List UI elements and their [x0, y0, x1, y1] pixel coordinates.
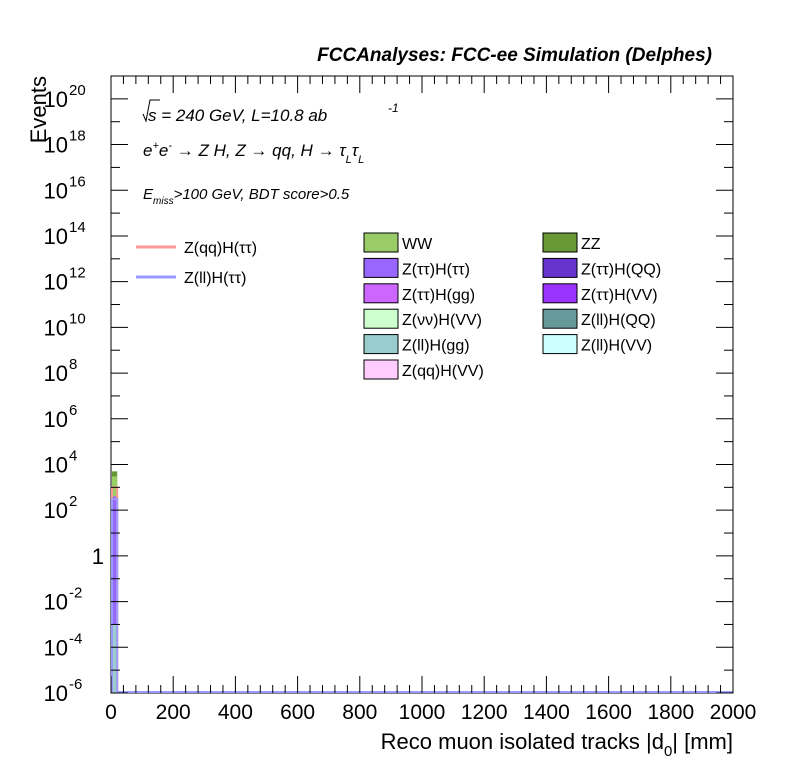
legend-label: Z(ll)H(gg)	[402, 338, 470, 355]
x-tick-label: 0	[105, 701, 117, 724]
y-tick-exponent: 4	[69, 447, 77, 464]
legend-swatch	[542, 283, 578, 304]
legend-swatch	[363, 334, 399, 355]
hist-bar	[112, 496, 118, 693]
y-tick-base: 10	[44, 87, 68, 112]
legend-swatch	[542, 334, 578, 355]
y-tick-label: 10 8	[44, 356, 78, 386]
y-axis-title: Events	[26, 76, 51, 143]
y-tick-base: 10	[44, 224, 68, 249]
y-tick-base: 10	[44, 590, 68, 615]
y-tick-exponent: -4	[69, 630, 82, 647]
legend-label: WW	[402, 236, 433, 253]
y-tick-exponent: 6	[69, 402, 77, 419]
y-tick-label: 10 16	[44, 173, 86, 203]
y-tick-exponent: 12	[69, 265, 86, 282]
annotation-energy-lumi: s = 240 GeV, L=10.8 ab -1	[142, 99, 399, 125]
y-tick-base: 10	[44, 407, 68, 432]
y-tick-base: 10	[44, 635, 68, 660]
legend-label: ZZ	[581, 236, 601, 253]
y-tick-label: 10 12	[44, 265, 86, 295]
y-tick-label: 10 14	[44, 219, 86, 249]
y-tick-base: 10	[44, 270, 68, 295]
y-tick-exponent: -6	[69, 676, 82, 693]
y-tick-exponent: 8	[69, 356, 77, 373]
svg-text:s = 240 GeV, L=10.8 ab: s = 240 GeV, L=10.8 ab	[148, 106, 327, 125]
legend-label: Z(νν)H(VV)	[402, 312, 482, 329]
legend: Z(qq)H(ττ) Z(ll)H(ττ) WW ZZ Z(ττ)H(ττ) Z(ττ)H…	[136, 232, 661, 380]
legend-swatch	[363, 359, 399, 380]
x-tick-label: 1600	[585, 701, 632, 724]
x-tick-label: 1000	[399, 701, 446, 724]
x-tick-label: 600	[280, 701, 315, 724]
y-tick-label: 10 18	[44, 128, 86, 158]
x-tick-label: 1400	[523, 701, 570, 724]
legend-swatch	[542, 257, 578, 278]
x-tick-label: 1800	[647, 701, 694, 724]
legend-label: Z(ττ)H(ττ)	[402, 261, 470, 278]
y-tick-exponent: 18	[69, 128, 86, 145]
y-tick-base: 10	[44, 133, 68, 158]
legend-label: Z(ττ)H(QQ)	[581, 261, 661, 278]
y-tick-label: 10 10	[44, 310, 86, 340]
y-tick-base: 10	[44, 315, 68, 340]
histogram-bars	[112, 471, 118, 693]
y-tick-base: 10	[44, 178, 68, 203]
legend-swatch	[363, 283, 399, 304]
legend-signal-label: Z(ll)H(ττ)	[184, 270, 246, 287]
legend-swatch	[542, 232, 578, 253]
y-tick-exponent: 14	[69, 219, 86, 236]
legend-label: Z(ττ)H(gg)	[402, 287, 475, 304]
y-tick-label: 1	[92, 544, 104, 569]
hist-bar	[112, 624, 118, 693]
y-tick-label: 10 -6	[44, 676, 83, 706]
svg-text:-1: -1	[388, 101, 399, 115]
legend-signal-label: Z(qq)H(ττ)	[184, 240, 257, 257]
y-tick-base: 10	[44, 498, 68, 523]
legend-label: Z(qq)H(VV)	[402, 363, 484, 380]
legend-label: Z(ll)H(QQ)	[581, 312, 656, 329]
y-tick-base: 10	[44, 681, 68, 706]
legend-swatch	[542, 308, 578, 329]
y-tick-label: 10 20	[44, 82, 86, 112]
y-tick-label: 10 -2	[44, 585, 83, 615]
x-tick-label: 2000	[710, 701, 757, 724]
y-tick-label: 10 6	[44, 402, 78, 432]
x-tick-label: 1200	[461, 701, 508, 724]
x-axis-ticks: 0 200 400 600 800 1000 1200 1400 1600 1800 2000	[105, 76, 756, 724]
y-tick-exponent: 16	[69, 173, 86, 190]
y-tick-label: 10 4	[44, 447, 78, 477]
y-tick-exponent: 2	[69, 493, 77, 510]
legend-label: Z(ll)H(VV)	[581, 338, 652, 355]
y-tick-base: 10	[44, 361, 68, 386]
x-tick-label: 400	[218, 701, 253, 724]
y-tick-label: 10 2	[44, 493, 78, 523]
y-tick-exponent: 20	[69, 82, 86, 99]
y-tick-base: 10	[44, 452, 68, 477]
x-tick-label: 200	[156, 701, 191, 724]
legend-swatch	[363, 232, 399, 253]
legend-swatch	[363, 308, 399, 329]
y-tick-label: 10 -4	[44, 630, 83, 660]
x-tick-label: 800	[342, 701, 377, 724]
y-tick-exponent: 10	[69, 310, 86, 327]
y-tick-exponent: -2	[69, 585, 82, 602]
legend-label: Z(ττ)H(VV)	[581, 287, 658, 304]
annotation-cuts: Emiss>100 GeV, BDT score>0.5	[143, 186, 350, 207]
header-title: FCCAnalyses: FCC-ee Simulation (Delphes)	[317, 45, 712, 66]
legend-swatch	[363, 257, 399, 278]
